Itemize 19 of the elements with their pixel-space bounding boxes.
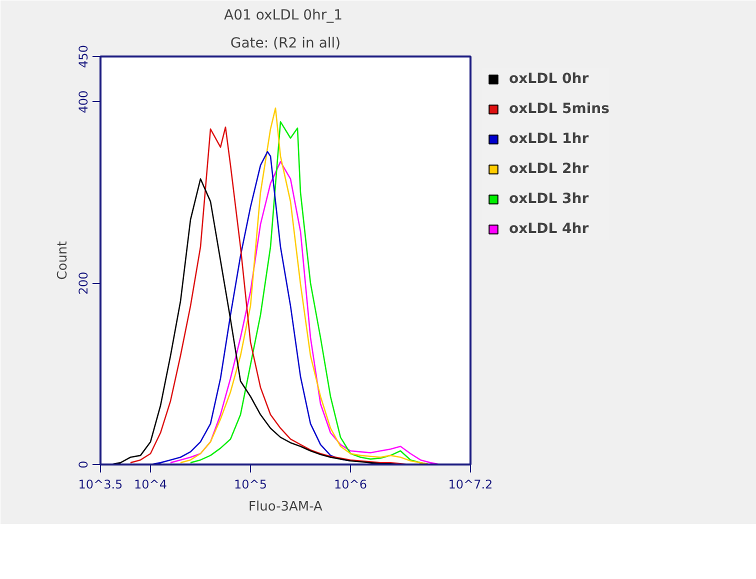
x-tick-label: 10^7.2	[448, 478, 493, 492]
y-tick-label: 400	[76, 90, 90, 114]
legend-label: oxLDL 2hr	[509, 161, 589, 177]
legend-label: oxLDL 4hr	[509, 221, 589, 237]
x-tick-label: 10^6	[334, 478, 367, 492]
y-tick-label: 450	[76, 45, 90, 68]
legend-label: oxLDL 5mins	[509, 101, 610, 117]
x-tick-label: 10^5	[234, 478, 267, 492]
legend-label: oxLDL 3hr	[509, 191, 589, 207]
y-tick-label: 0	[76, 460, 90, 468]
chart-title: A01 oxLDL 0hr_1	[224, 8, 343, 24]
chart-subtitle: Gate: (R2 in all)	[230, 36, 341, 52]
x-tick-label: 10^3.5	[78, 478, 123, 492]
legend-label: oxLDL 0hr	[509, 71, 589, 87]
legend-label: oxLDL 1hr	[509, 131, 589, 147]
x-tick-label: 10^4	[134, 478, 167, 492]
x-axis-title: Fluo-3AM-A	[248, 500, 323, 514]
y-tick-label: 200	[76, 272, 90, 295]
y-axis-title: Count	[56, 241, 70, 280]
